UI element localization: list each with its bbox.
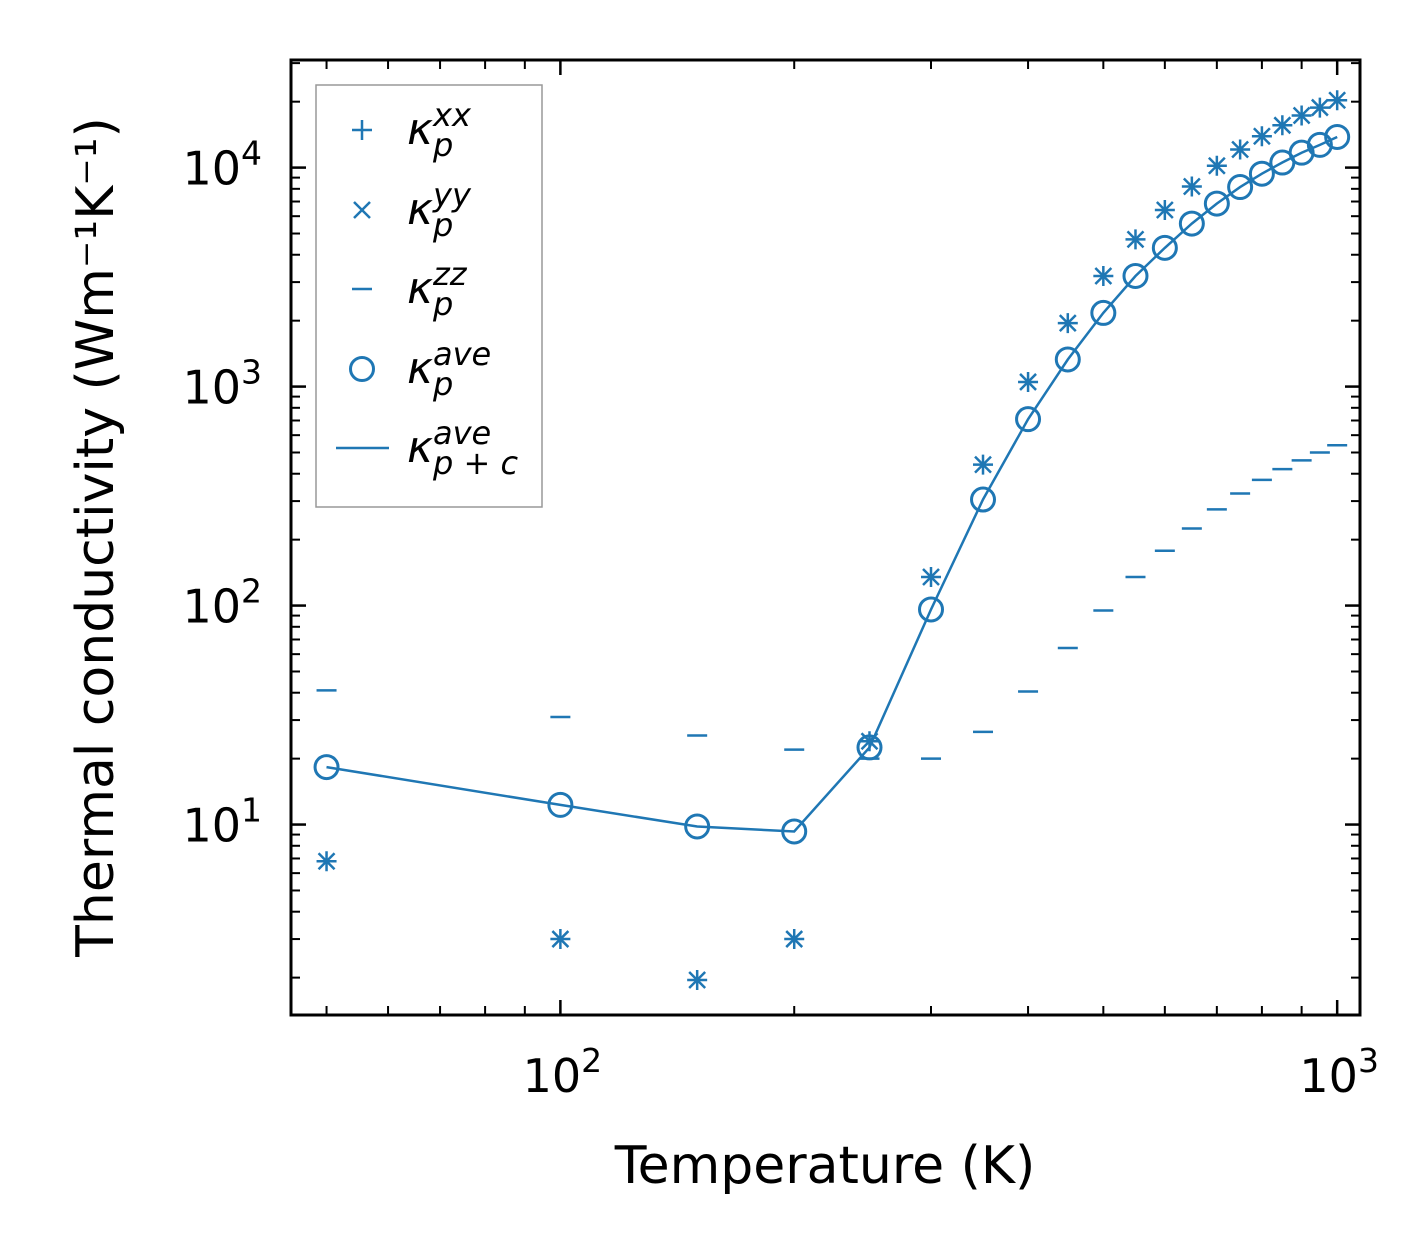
x-axis-label: Temperature (K) bbox=[614, 1136, 1036, 1196]
point-kappa-p-yy bbox=[1094, 267, 1113, 285]
legend-label-kappa-p-zz: κ bbox=[407, 263, 433, 314]
point-kappa-p-yy bbox=[974, 455, 992, 474]
y-tick-label: 102 bbox=[182, 572, 262, 634]
point-kappa-p-yy bbox=[785, 930, 804, 948]
point-kappa-p-yy bbox=[1292, 106, 1311, 125]
point-kappa-p-ave bbox=[1306, 131, 1333, 158]
legend-sub-kappa-p-yy: p bbox=[432, 206, 453, 244]
y-tick-label: 104 bbox=[182, 134, 262, 196]
point-kappa-p-ave bbox=[970, 486, 997, 513]
x-tick-label: 102 bbox=[523, 1041, 603, 1103]
legend-sub-kappa-p-zz: p bbox=[432, 285, 453, 323]
point-kappa-p-ave bbox=[1324, 123, 1351, 150]
point-kappa-p-ave bbox=[781, 818, 808, 845]
legend-label-kappa-p-xx: κ bbox=[407, 104, 433, 155]
point-kappa-p-ave bbox=[1090, 299, 1117, 326]
point-kappa-p-yy bbox=[1182, 177, 1201, 196]
legend-sup-kappa-p-yy: yy bbox=[432, 176, 472, 214]
legend-sub-kappa-p-ave: p bbox=[432, 365, 453, 403]
plot-frame bbox=[289, 58, 1362, 1017]
point-kappa-p-yy bbox=[922, 568, 940, 586]
point-kappa-p-ave bbox=[1248, 160, 1275, 187]
legend-frame bbox=[315, 84, 543, 508]
point-kappa-p-ave bbox=[547, 791, 574, 818]
point-kappa-p-yy bbox=[1019, 373, 1037, 391]
legend-label-kappa-p-yy: κ bbox=[407, 184, 433, 235]
point-kappa-p-yy bbox=[688, 971, 707, 989]
point-kappa-p-yy bbox=[1231, 140, 1250, 159]
point-kappa-p-ave bbox=[313, 754, 340, 781]
legend-sup-kappa-p-ave: ave bbox=[433, 335, 491, 373]
legend-label-kappa-p-c-ave: κ bbox=[407, 422, 433, 473]
y-axis-label: Thermal conductivity (Wm⁻¹K⁻¹) bbox=[66, 117, 126, 958]
point-kappa-p-yy bbox=[1273, 116, 1292, 135]
point-kappa-p-ave bbox=[1151, 234, 1178, 261]
point-kappa-p-yy bbox=[1207, 156, 1226, 175]
y-tick-label: 101 bbox=[182, 791, 262, 853]
legend-sup-kappa-p-xx: xx bbox=[432, 96, 472, 134]
y-tick-label: 103 bbox=[182, 353, 262, 415]
point-kappa-p-ave bbox=[1054, 346, 1081, 373]
point-kappa-p-ave bbox=[918, 596, 945, 623]
legend-marker-kappa-p-xx bbox=[352, 120, 372, 140]
tick-labels: 102 103 101 102 103 104 bbox=[182, 134, 1378, 1103]
legend-sub-kappa-p-c-ave: p + c bbox=[432, 444, 518, 482]
point-kappa-p-ave bbox=[684, 813, 711, 840]
x-tick-label: 103 bbox=[1299, 1041, 1379, 1103]
series-line-kappa-p-c-ave bbox=[326, 135, 1338, 833]
legend-marker-kappa-p-ave bbox=[349, 356, 375, 382]
point-kappa-p-yy bbox=[317, 852, 336, 871]
point-kappa-p-yy bbox=[1328, 91, 1347, 110]
data-marks bbox=[313, 90, 1351, 991]
major-ticks bbox=[291, 60, 1360, 1015]
point-kappa-p-yy bbox=[551, 930, 570, 948]
legend-sub-kappa-p-xx: p bbox=[432, 126, 453, 164]
legend-sup-kappa-p-zz: zz bbox=[432, 255, 468, 293]
legend-marker-kappa-p-yy bbox=[353, 201, 371, 219]
point-kappa-p-ave bbox=[1122, 262, 1149, 289]
point-kappa-p-yy bbox=[1310, 98, 1329, 117]
point-kappa-p-yy bbox=[1253, 127, 1271, 146]
point-kappa-p-ave bbox=[1015, 406, 1042, 433]
point-kappa-p-yy bbox=[1126, 230, 1145, 249]
legend-sup-kappa-p-c-ave: ave bbox=[433, 414, 491, 452]
point-kappa-p-ave bbox=[1178, 210, 1205, 237]
point-kappa-p-ave bbox=[1227, 174, 1254, 201]
point-kappa-p-ave bbox=[1203, 190, 1230, 217]
legend-label-kappa-p-ave: κ bbox=[407, 343, 433, 394]
point-kappa-p-yy bbox=[1155, 201, 1174, 219]
point-kappa-p-ave bbox=[856, 734, 883, 761]
point-kappa-p-yy bbox=[1058, 314, 1077, 332]
